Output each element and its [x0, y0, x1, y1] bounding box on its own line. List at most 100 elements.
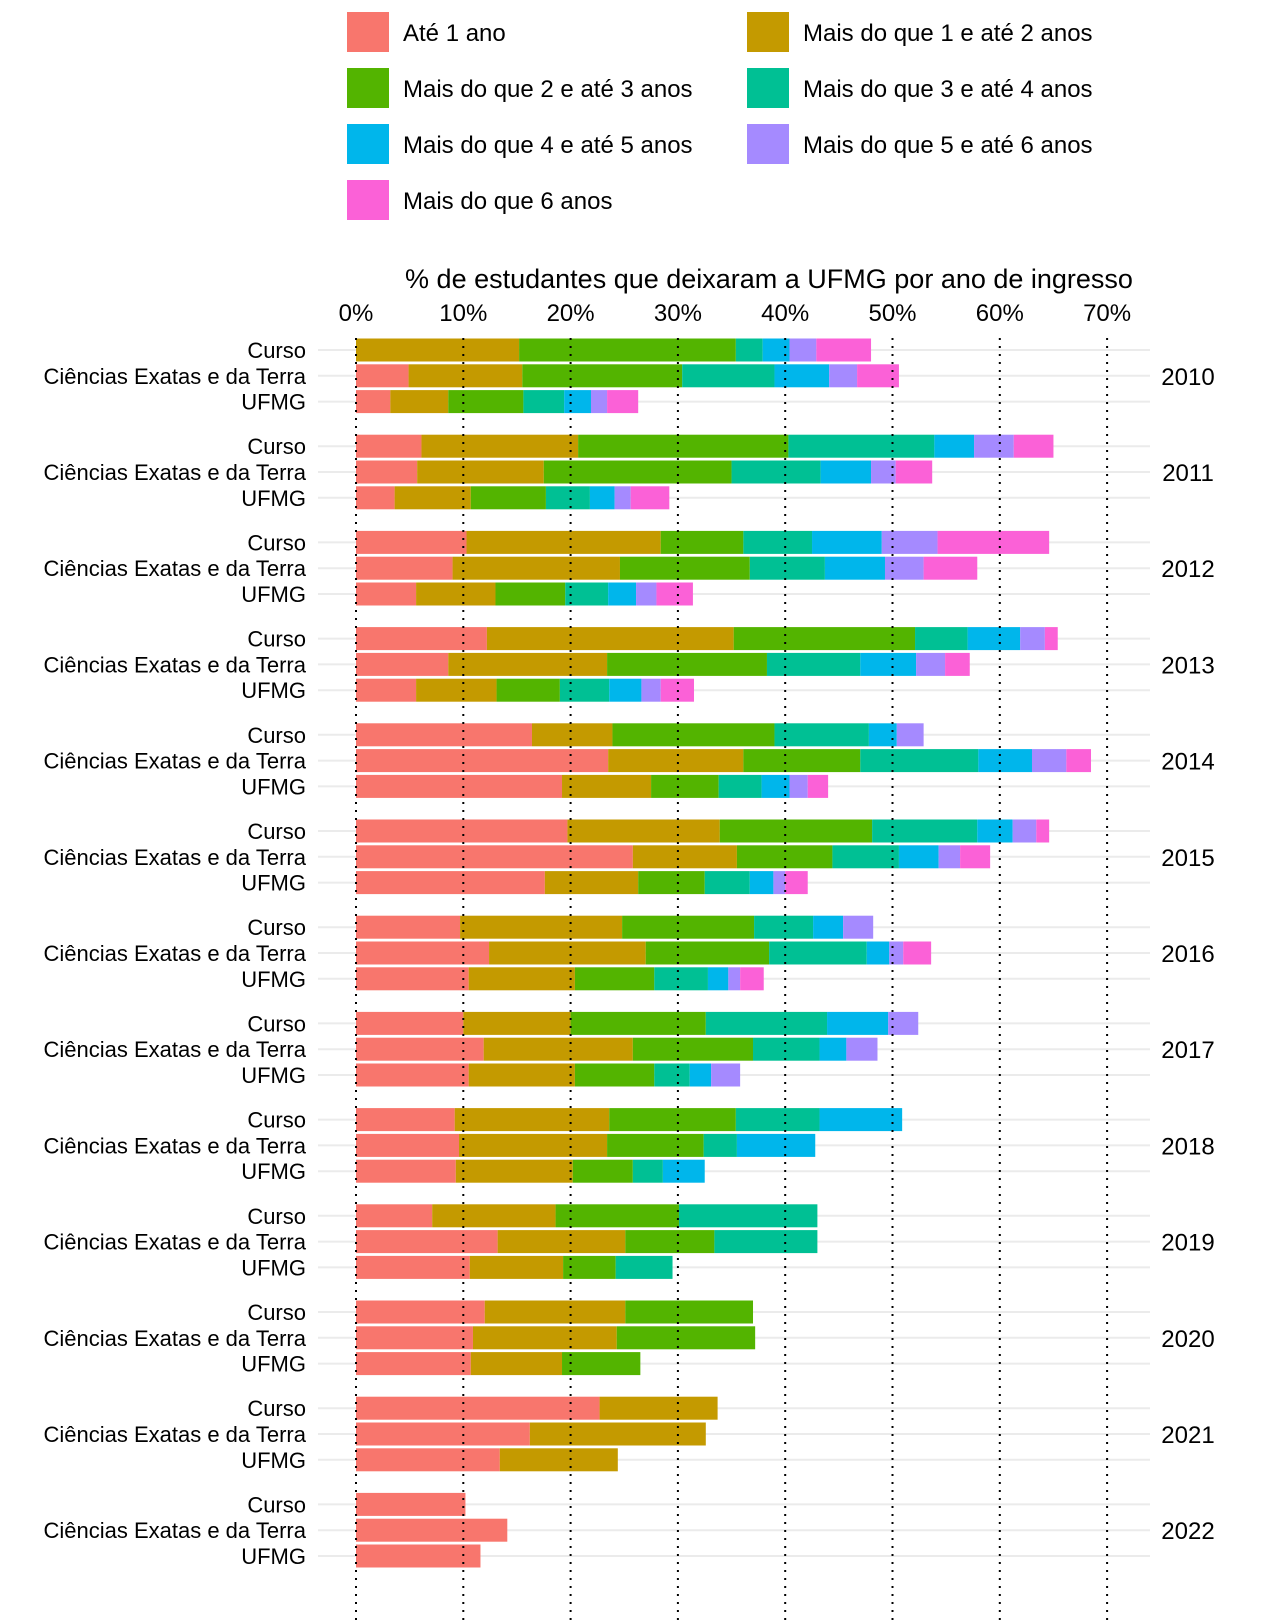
bar-segment	[544, 871, 639, 895]
bar-segment	[731, 460, 821, 484]
bar-segment	[1066, 749, 1092, 773]
row-label: UFMG	[241, 1255, 306, 1280]
bar-segment	[614, 486, 631, 510]
bar-segment	[728, 967, 741, 991]
bar-segment	[484, 1300, 626, 1324]
bar-segment	[562, 774, 652, 798]
bar-segment	[857, 364, 899, 388]
year-label: 2016	[1161, 941, 1214, 968]
bar-segment	[408, 364, 523, 388]
row-label: Curso	[247, 915, 306, 940]
bar-segment	[923, 556, 978, 580]
row-label: Ciências Exatas e da Terra	[43, 749, 306, 774]
bar-segment	[871, 460, 896, 484]
year-label: 2017	[1161, 1037, 1214, 1064]
bar-segment	[496, 678, 560, 702]
bar-segment	[356, 1544, 481, 1568]
bar-segment	[945, 652, 970, 676]
bar-segment	[607, 390, 639, 414]
bar-segment	[607, 652, 767, 676]
row-label: Curso	[247, 627, 306, 652]
legend-swatch	[747, 12, 789, 52]
bar-segment	[390, 390, 449, 414]
row-label: Curso	[247, 1300, 306, 1325]
bar-segment	[416, 582, 496, 606]
bar-segment	[567, 819, 720, 843]
legend-label: Mais do que 6 anos	[403, 188, 612, 215]
legend-swatch	[347, 180, 389, 220]
bar-segment	[356, 1448, 500, 1472]
legend-swatch	[347, 68, 389, 108]
legend-swatch	[747, 68, 789, 108]
bar-segment	[641, 678, 661, 702]
bar-segment	[812, 530, 882, 554]
bar-segment	[563, 1255, 616, 1279]
bar-segment	[570, 1011, 706, 1035]
bar-segment	[660, 530, 744, 554]
legend-label: Mais do que 4 e até 5 anos	[403, 132, 693, 159]
bar-segment	[788, 434, 935, 458]
bar-segment	[632, 845, 737, 869]
bar-segment	[356, 364, 409, 388]
bar-segment	[1012, 819, 1037, 843]
bar-segment	[807, 774, 829, 798]
row-label: Ciências Exatas e da Terra	[43, 460, 306, 485]
bar-segment	[719, 819, 873, 843]
x-tick-label: 0%	[339, 300, 374, 327]
bar-segment	[819, 1037, 847, 1061]
year-label: 2010	[1161, 364, 1214, 391]
bar-segment	[463, 1011, 571, 1035]
legend-label: Mais do que 2 e até 3 anos	[403, 76, 693, 103]
bar-segment	[356, 723, 532, 747]
bar-segment	[774, 364, 830, 388]
bar-segment	[625, 1230, 715, 1254]
bar-segment	[466, 530, 661, 554]
row-label: Ciências Exatas e da Terra	[43, 1230, 306, 1255]
year-label: 2012	[1161, 556, 1214, 583]
year-label: 2018	[1161, 1133, 1214, 1160]
bar-segment	[486, 627, 734, 651]
bar-segment	[827, 1011, 889, 1035]
bar-segment	[499, 1448, 618, 1472]
bar-segment	[645, 941, 770, 965]
row-label: Ciências Exatas e da Terra	[43, 1422, 306, 1447]
bar-segment	[356, 774, 563, 798]
bar-segment	[468, 1063, 575, 1087]
bar-segment	[705, 1011, 828, 1035]
bar-segment	[819, 1108, 903, 1132]
bar-segment	[888, 1011, 919, 1035]
bar-segment	[625, 1300, 754, 1324]
bar-segment	[608, 749, 744, 773]
row-label: UFMG	[241, 390, 306, 415]
bar-segment	[356, 1204, 433, 1228]
row-label: UFMG	[241, 1544, 306, 1569]
row-label: Ciências Exatas e da Terra	[43, 1037, 306, 1062]
x-tick-label: 60%	[976, 300, 1024, 327]
bar-segment	[785, 871, 808, 895]
row-label: Curso	[247, 1011, 306, 1036]
bar-segment	[469, 1255, 564, 1279]
bar-segment	[590, 390, 608, 414]
row-label: Ciências Exatas e da Terra	[43, 652, 306, 677]
bar-segment	[622, 915, 755, 939]
bar-segment	[762, 338, 790, 362]
row-label: Curso	[247, 723, 306, 748]
bar-segment	[472, 1326, 617, 1350]
bar-segment	[682, 364, 775, 388]
bar-segment	[766, 652, 861, 676]
row-label: Ciências Exatas e da Terra	[43, 1518, 306, 1543]
bar-segment	[978, 749, 1032, 773]
bar-segment	[1036, 819, 1050, 843]
x-tick-label: 20%	[547, 300, 595, 327]
bar-segment	[589, 486, 615, 510]
x-tick-label: 50%	[868, 300, 916, 327]
bar-segment	[470, 486, 546, 510]
row-label: Curso	[247, 1492, 306, 1517]
bar-segment	[522, 364, 683, 388]
bar-segment	[356, 845, 633, 869]
bar-segment	[565, 582, 609, 606]
bar-segment	[872, 819, 978, 843]
legend-swatch	[347, 124, 389, 164]
bar-segment	[654, 967, 708, 991]
bar-segment	[843, 915, 874, 939]
